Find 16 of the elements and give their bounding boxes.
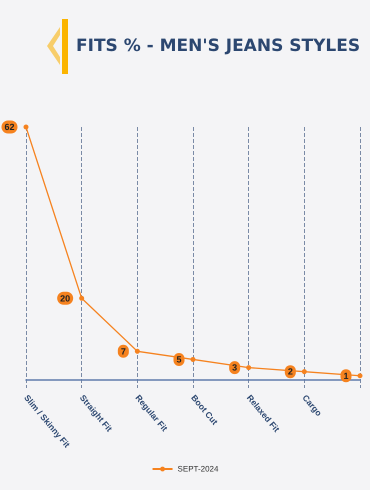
point [134,348,140,354]
data-label: 1 [343,370,348,381]
point [358,373,362,378]
data-label: 3 [232,362,238,373]
data-label: 62 [4,122,14,132]
data-label: 5 [176,354,182,364]
data-label: 2 [288,366,293,377]
data-label: 20 [60,293,70,304]
data-label: 7 [120,346,126,356]
point [24,124,28,130]
chart-title: FITS % - MEN'S JEANS STYLES [76,36,360,56]
point [302,369,307,374]
point [79,296,84,301]
point [190,356,196,362]
legend-label: SEPT-2024 [178,464,220,474]
point [246,365,252,370]
